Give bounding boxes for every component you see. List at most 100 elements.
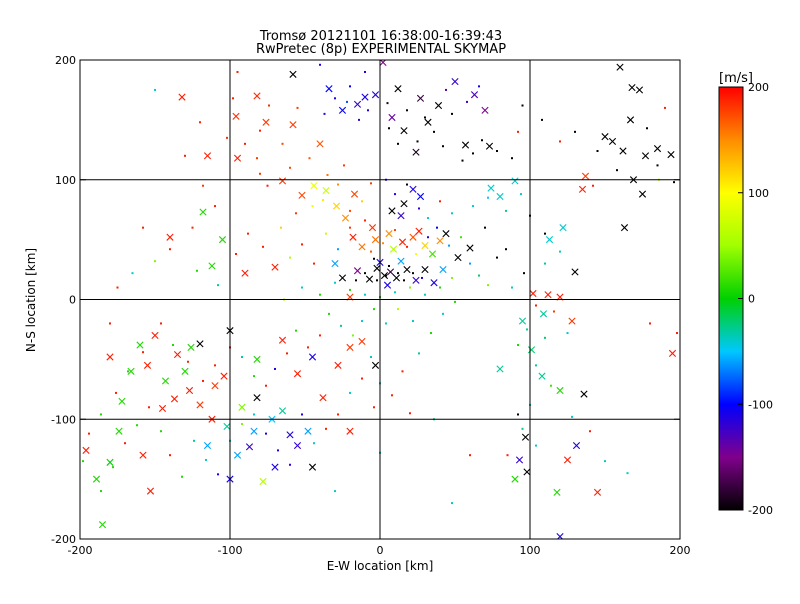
data-point-dot bbox=[559, 140, 561, 143]
data-point-dot bbox=[461, 159, 464, 162]
data-point-cross bbox=[187, 343, 195, 351]
data-point-cross bbox=[293, 370, 302, 378]
data-point-dot bbox=[169, 454, 171, 457]
data-point-dot bbox=[367, 109, 369, 112]
data-point-cross bbox=[358, 337, 366, 346]
data-point-cross bbox=[232, 112, 240, 120]
data-point-dot bbox=[424, 293, 426, 296]
data-point-dot bbox=[626, 472, 629, 475]
data-point-dot bbox=[394, 291, 396, 294]
y-tick-label: -100 bbox=[51, 413, 76, 426]
data-point-cross bbox=[383, 281, 392, 289]
data-point-dot bbox=[328, 312, 330, 315]
data-point-cross bbox=[421, 265, 429, 274]
data-point-cross bbox=[392, 274, 401, 282]
data-point-dot bbox=[253, 375, 255, 378]
data-point-dot bbox=[196, 269, 198, 272]
data-point-cross bbox=[196, 340, 204, 348]
data-point-dot bbox=[373, 406, 375, 409]
data-point-dot bbox=[100, 413, 102, 416]
data-point-cross bbox=[289, 70, 297, 78]
data-point-cross bbox=[253, 92, 261, 100]
data-point-cross bbox=[353, 100, 362, 108]
data-point-cross bbox=[496, 365, 504, 373]
data-point-dot bbox=[511, 286, 513, 289]
data-point-cross bbox=[146, 487, 155, 495]
data-point-cross bbox=[496, 192, 504, 201]
data-point-cross bbox=[394, 85, 402, 93]
data-point-dot bbox=[286, 352, 288, 355]
data-point-dot bbox=[334, 97, 336, 100]
data-point-dot bbox=[235, 252, 237, 255]
data-point-dot bbox=[592, 184, 594, 187]
data-point-cross bbox=[233, 154, 242, 162]
data-point-dot bbox=[262, 245, 264, 248]
data-point-cross bbox=[515, 456, 524, 464]
data-point-dot bbox=[346, 100, 348, 103]
data-point-cross bbox=[358, 243, 366, 251]
data-point-cross bbox=[511, 177, 519, 185]
data-point-dot bbox=[364, 293, 366, 296]
data-point-cross bbox=[199, 208, 207, 216]
data-point-dot bbox=[403, 279, 405, 282]
data-point-dot bbox=[325, 232, 327, 235]
data-point-cross bbox=[436, 237, 444, 245]
data-point-dot bbox=[472, 205, 474, 208]
data-point-cross bbox=[304, 427, 312, 435]
data-point-dot bbox=[88, 432, 90, 435]
data-point-dot bbox=[442, 145, 444, 148]
data-point-cross bbox=[608, 137, 617, 146]
data-point-cross bbox=[439, 265, 447, 274]
data-point-dot bbox=[358, 118, 360, 121]
data-point-dot bbox=[361, 200, 363, 203]
data-point-cross bbox=[454, 253, 462, 262]
x-tick-label: -200 bbox=[68, 544, 93, 557]
data-point-cross bbox=[442, 230, 450, 238]
data-point-dot bbox=[451, 276, 453, 279]
data-point-dot bbox=[319, 63, 321, 66]
data-point-dot bbox=[439, 200, 441, 203]
y-tick-label: -200 bbox=[51, 533, 76, 546]
data-point-dot bbox=[343, 164, 345, 167]
data-point-dot bbox=[496, 256, 498, 259]
data-point-dot bbox=[313, 442, 315, 445]
data-point-dot bbox=[349, 226, 351, 229]
data-point-cross bbox=[386, 268, 395, 276]
data-point-dot bbox=[373, 257, 375, 260]
data-point-cross bbox=[409, 185, 417, 193]
data-point-cross bbox=[424, 118, 432, 126]
data-point-dot bbox=[349, 391, 351, 394]
data-point-dot bbox=[566, 332, 569, 335]
data-point-dot bbox=[352, 334, 354, 337]
data-point-dot bbox=[232, 97, 234, 100]
data-point-dot bbox=[313, 262, 315, 265]
data-point-dot bbox=[386, 102, 389, 105]
data-point-dot bbox=[409, 286, 411, 289]
data-point-dot bbox=[535, 364, 537, 367]
chart-title: Tromsø 20121101 16:38:00-16:39:43 bbox=[259, 29, 502, 44]
data-point-cross bbox=[310, 182, 318, 190]
data-point-cross bbox=[332, 202, 341, 210]
data-point-cross bbox=[346, 427, 354, 435]
data-point-dot bbox=[394, 229, 396, 232]
data-point-dot bbox=[656, 164, 659, 167]
data-point-dot bbox=[148, 406, 150, 409]
data-point-cross bbox=[106, 458, 114, 466]
y-tick-label: 100 bbox=[55, 174, 76, 187]
data-point-dot bbox=[202, 184, 204, 187]
data-point-dot bbox=[418, 207, 420, 210]
data-point-dot bbox=[289, 256, 291, 259]
data-point-dot bbox=[445, 88, 447, 91]
data-point-dot bbox=[439, 286, 441, 289]
data-point-dot bbox=[574, 130, 576, 133]
data-point-dot bbox=[109, 322, 111, 325]
data-point-cross bbox=[353, 267, 362, 275]
data-point-dot bbox=[604, 460, 606, 463]
data-point-dot bbox=[337, 183, 339, 186]
chart-subtitle: RwPretec (8p) EXPERIMENTAL SKYMAP bbox=[256, 42, 506, 57]
data-point-cross bbox=[278, 336, 287, 344]
data-point-dot bbox=[184, 154, 186, 157]
data-point-dot bbox=[361, 377, 363, 380]
colorbar-label: [m/s] bbox=[719, 71, 753, 86]
data-point-cross bbox=[485, 142, 494, 150]
